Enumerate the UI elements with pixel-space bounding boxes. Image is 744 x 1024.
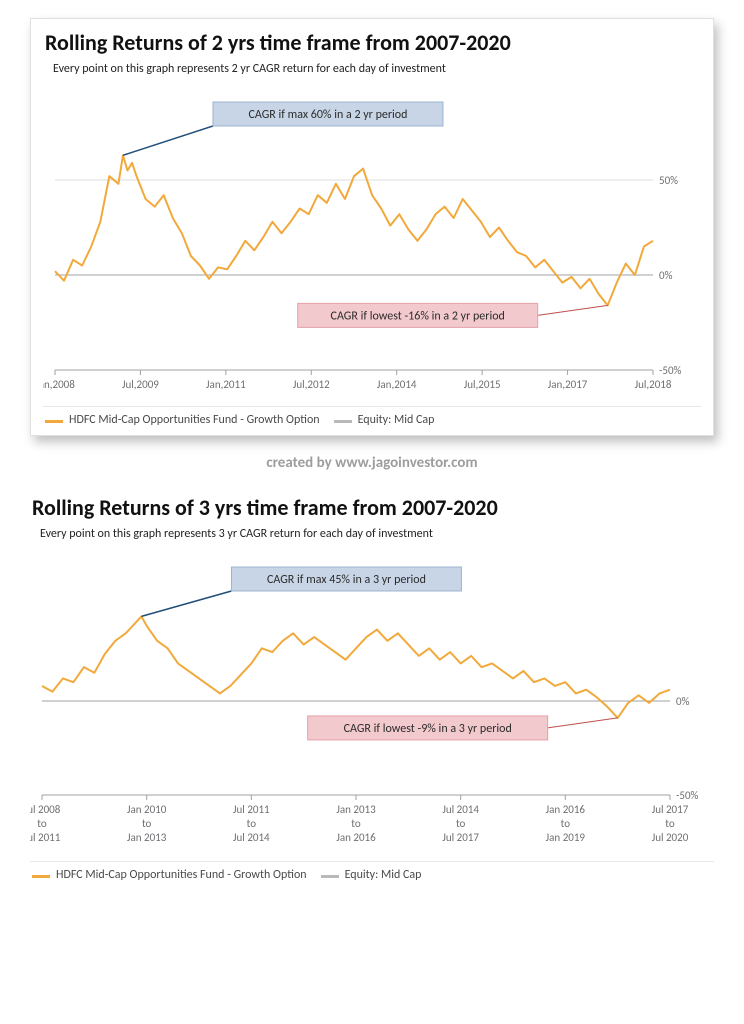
svg-text:Jan,2017: Jan,2017: [548, 378, 588, 391]
chart-3yr: Rolling Returns of 3 yrs time frame from…: [30, 494, 714, 886]
svg-text:0%: 0%: [659, 269, 673, 282]
svg-text:Jan,2008: Jan,2008: [43, 378, 75, 391]
svg-text:Jul 2017: Jul 2017: [652, 803, 689, 816]
svg-text:Jan 2013: Jan 2013: [127, 831, 167, 844]
svg-text:Jan,2014: Jan,2014: [377, 378, 417, 391]
legend-label: Equity: Mid Cap: [358, 413, 435, 427]
legend-label: HDFC Mid-Cap Opportunities Fund - Growth…: [56, 868, 307, 882]
chart1-svg: -50% 0% 50% Jan,2008 Jul,2009 Jan,2011 Jul,201…: [43, 92, 693, 402]
svg-text:-50%: -50%: [676, 789, 699, 802]
svg-text:Jan,2011: Jan,2011: [206, 378, 246, 391]
svg-text:to: to: [142, 817, 152, 830]
chart1-subtitle: Every point on this graph represents 2 y…: [53, 62, 701, 76]
svg-text:Jul,2009: Jul,2009: [122, 378, 159, 391]
legend-swatch-icon: [45, 420, 63, 423]
svg-text:to: to: [247, 817, 257, 830]
svg-text:CAGR if max 60% in a 2 yr peri: CAGR if max 60% in a 2 yr period: [248, 108, 407, 122]
svg-text:CAGR if lowest -16% in a 2 yr: CAGR if lowest -16% in a 2 yr period: [331, 309, 505, 323]
legend-item-series1: HDFC Mid-Cap Opportunities Fund - Growth…: [45, 413, 320, 427]
svg-text:Jul 2011: Jul 2011: [233, 803, 270, 816]
svg-text:Jul 2020: Jul 2020: [652, 831, 689, 844]
svg-text:Jul 2017: Jul 2017: [442, 831, 479, 844]
legend-item-series2: Equity: Mid Cap: [334, 413, 435, 427]
svg-text:Jul,2015: Jul,2015: [464, 378, 501, 391]
attribution-text: created by www.jagoinvestor.com: [30, 454, 714, 472]
chart2-legend: HDFC Mid-Cap Opportunities Fund - Growth…: [30, 861, 714, 886]
chart2-plot: -50%0%Jul 2008toJul 2011Jan 2010toJan 20…: [30, 557, 714, 857]
svg-text:Jan 2016: Jan 2016: [546, 803, 586, 816]
legend-item-series2: Equity: Mid Cap: [321, 868, 422, 882]
svg-text:Jan 2019: Jan 2019: [546, 831, 586, 844]
legend-label: Equity: Mid Cap: [345, 868, 422, 882]
svg-text:Jan 2010: Jan 2010: [127, 803, 167, 816]
svg-text:0%: 0%: [676, 695, 690, 708]
svg-text:-50%: -50%: [659, 364, 682, 377]
svg-text:to: to: [561, 817, 571, 830]
svg-text:Jul 2008: Jul 2008: [30, 803, 61, 816]
svg-text:to: to: [351, 817, 361, 830]
svg-text:Jan 2016: Jan 2016: [336, 831, 376, 844]
svg-text:Jan 2013: Jan 2013: [336, 803, 376, 816]
legend-swatch-icon: [334, 420, 352, 423]
chart2-svg: -50%0%Jul 2008toJul 2011Jan 2010toJan 20…: [30, 557, 710, 857]
svg-text:Jul,2018: Jul,2018: [635, 378, 672, 391]
svg-text:to: to: [456, 817, 466, 830]
svg-text:Jul 2014: Jul 2014: [233, 831, 270, 844]
chart-2yr: Rolling Returns of 2 yrs time frame from…: [30, 18, 714, 436]
svg-text:CAGR if max 45% in a 3 yr peri: CAGR if max 45% in a 3 yr period: [267, 573, 426, 587]
svg-text:to: to: [37, 817, 47, 830]
chart2-subtitle: Every point on this graph represents 3 y…: [40, 527, 714, 541]
chart1-title: Rolling Returns of 2 yrs time frame from…: [45, 29, 701, 56]
svg-text:Jul 2014: Jul 2014: [442, 803, 479, 816]
svg-text:Jul,2012: Jul,2012: [293, 378, 330, 391]
svg-text:50%: 50%: [659, 174, 678, 187]
legend-label: HDFC Mid-Cap Opportunities Fund - Growth…: [69, 413, 320, 427]
chart2-title: Rolling Returns of 3 yrs time frame from…: [32, 494, 714, 521]
legend-swatch-icon: [321, 875, 339, 878]
chart1-legend: HDFC Mid-Cap Opportunities Fund - Growth…: [43, 406, 701, 431]
svg-text:Jul 2011: Jul 2011: [30, 831, 61, 844]
svg-text:CAGR if lowest -9% in a 3 yr p: CAGR if lowest -9% in a 3 yr period: [344, 722, 512, 736]
svg-text:to: to: [665, 817, 675, 830]
legend-item-series1: HDFC Mid-Cap Opportunities Fund - Growth…: [32, 868, 307, 882]
chart1-plot: -50% 0% 50% Jan,2008 Jul,2009 Jan,2011 Jul,201…: [43, 92, 701, 402]
legend-swatch-icon: [32, 875, 50, 878]
